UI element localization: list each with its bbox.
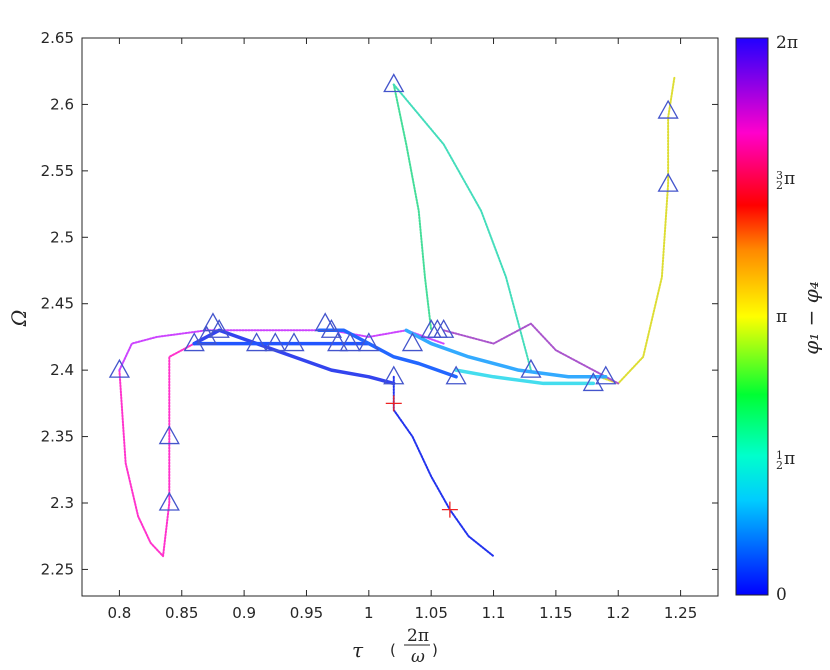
triangle-marker-16 [383,365,405,385]
triangle-marker-24 [595,365,617,385]
triangle-marker-11 [320,318,343,338]
colorbar-tick-2pi: 2π [776,33,798,53]
triangle-marker-12 [327,332,349,352]
x-tick-label: 0.9 [232,604,256,622]
series-line-11 [454,368,596,386]
y-axis-label: Ω [7,310,31,328]
triangle-marker-14 [358,332,380,352]
y-tick-label: 2.55 [41,162,74,180]
x-tick-label: 0.85 [165,604,198,622]
triangle-marker-15 [383,73,405,93]
y-tick-label: 2.6 [50,95,74,113]
colorbar-label: φ₁ − φ₄ [799,281,823,355]
y-tick-label: 2.5 [50,228,74,246]
series-line-6 [442,322,620,385]
triangle-marker-0 [108,358,131,378]
triangle-marker-6 [208,318,230,338]
x-tick-label: 1.1 [482,604,506,622]
y-tick-label: 2.45 [41,295,74,313]
plot-area [81,37,719,597]
x-axis-tau: τ [352,638,364,662]
triangle-marker-22 [520,358,542,378]
triangle-marker-2 [158,491,180,511]
colorbar [735,37,769,596]
x-axis-lparen: ( [390,641,396,659]
triangle-marker-26 [657,172,679,192]
x-tick-label: 1.05 [414,604,447,622]
triangle-marker-17 [401,332,424,352]
colorbar-label-text: φ₁ − φ₄ [799,281,823,355]
series-line-9 [404,328,608,379]
x-tick-label: 1.25 [664,604,697,622]
x-tick-label: 1 [364,604,374,622]
series-line-4 [392,83,532,372]
series-line-10 [317,328,458,379]
x-axis-rparen: ) [432,641,438,659]
colorbar-ticks: 0 1 2π π 3 2π 2π [776,33,798,605]
y-tick-label: 2.65 [41,29,74,47]
colorbar-tick-pi: π [776,307,787,327]
triangle-marker-9 [283,332,305,352]
colorbar-tick-0: 0 [776,585,787,605]
series-line-1 [118,329,445,372]
plus-marker-0 [385,395,402,412]
plus-marker-1 [441,501,458,518]
tick-layer: 0.8 0.85 0.9 0.95 1 1.05 1.1 1.15 1.2 1.25 2.25 2.3… [41,29,718,622]
x-axis-label: τ ( 2π ω ) [352,626,438,667]
triangle-marker-1 [158,425,180,445]
triangle-marker-20 [433,318,455,338]
series-line-3 [392,83,433,332]
colorbar-tick-half-pi: 1 2π [776,449,795,472]
y-tick-label: 2.25 [41,560,74,578]
triangle-marker-25 [657,99,679,119]
triangle-marker-8 [264,332,286,352]
x-tick-label: 1.2 [606,604,630,622]
colorbar-tick-3-2-pi: 3 2π [776,169,795,192]
y-tick-label: 2.4 [50,361,74,379]
triangle-marker-7 [245,332,268,352]
y-tick-label: 2.3 [50,494,74,512]
triangle-marker-13 [339,332,361,352]
x-tick-label: 1.15 [539,604,572,622]
x-axis-num: 2π [407,626,429,646]
x-tick-label: 0.8 [107,604,131,622]
triangle-marker-21 [445,365,467,385]
marker-layer [108,73,679,518]
x-tick-label: 0.95 [290,604,323,622]
series-line-0 [118,342,196,558]
x-axis-den: ω [411,647,425,667]
y-tick-label: 2.35 [41,428,74,446]
